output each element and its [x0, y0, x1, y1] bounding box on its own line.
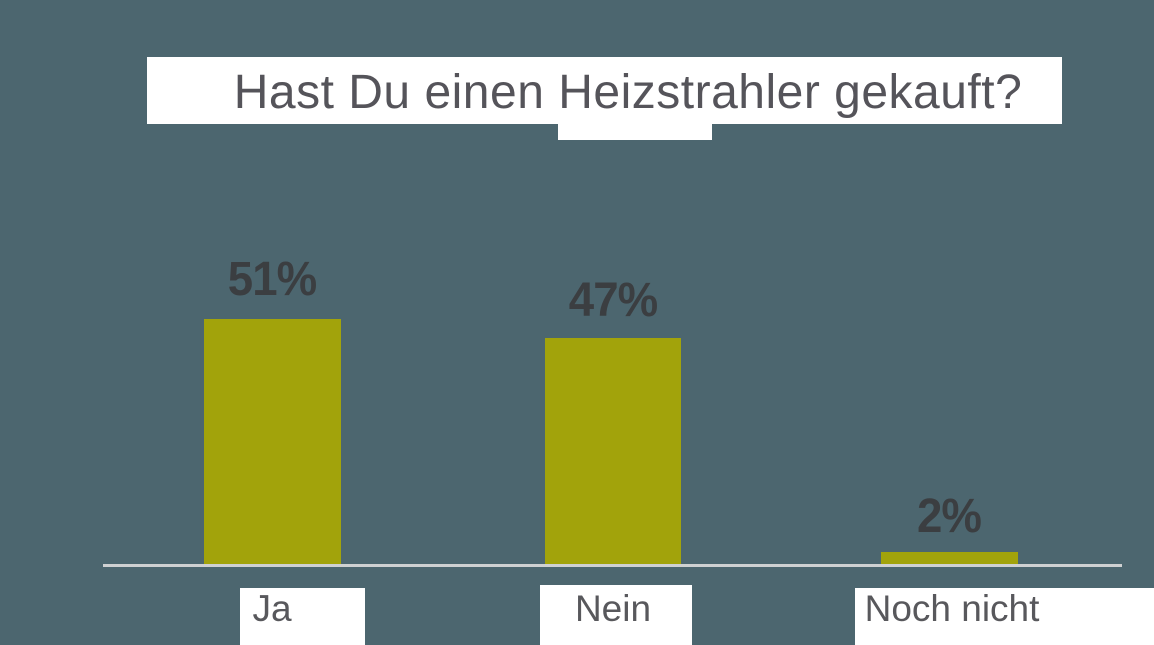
category-background-plate-ja [240, 588, 365, 645]
bar-ja [204, 319, 341, 564]
bar-nein [545, 338, 681, 564]
title-background-plate [147, 57, 1062, 124]
category-label-nein: Nein [574, 588, 652, 629]
value-label-ja: 51% [227, 253, 317, 306]
bar-noch-nicht [881, 552, 1018, 564]
chart-title: Hast Du einen Heizstrahler gekauft? [233, 66, 1023, 119]
value-label-nein: 47% [568, 274, 658, 327]
category-label-ja: Ja [252, 588, 292, 629]
category-background-plate-nein [540, 585, 692, 645]
x-axis-baseline [103, 564, 1122, 567]
category-label-noch-nicht: Noch nicht [864, 588, 1040, 629]
title-background-plate-extension [558, 122, 712, 140]
value-label-noch-nicht: 2% [916, 490, 982, 543]
category-background-plate-noch-nicht [855, 588, 1154, 645]
